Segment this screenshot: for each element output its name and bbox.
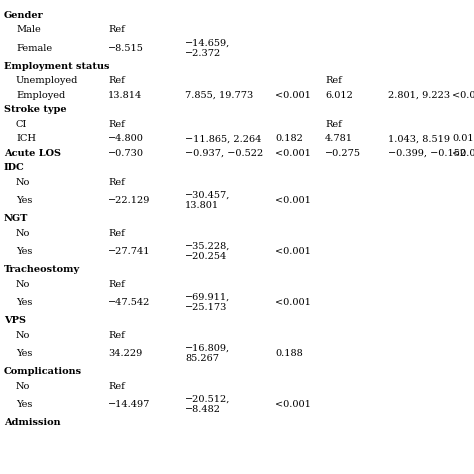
Text: <0.001: <0.001 bbox=[275, 149, 311, 158]
Text: Ref: Ref bbox=[108, 25, 125, 34]
Text: Ref: Ref bbox=[108, 331, 125, 340]
Text: 6.012: 6.012 bbox=[325, 91, 353, 100]
Text: −4.800: −4.800 bbox=[108, 134, 144, 143]
Text: Unemployed: Unemployed bbox=[16, 76, 78, 85]
Text: −0.275: −0.275 bbox=[325, 149, 361, 158]
Text: Gender: Gender bbox=[4, 11, 44, 20]
Text: No: No bbox=[16, 331, 30, 340]
Text: 1.043, 8.519: 1.043, 8.519 bbox=[388, 134, 450, 143]
Text: Ref: Ref bbox=[325, 120, 342, 129]
Text: <0.001: <0.001 bbox=[452, 91, 474, 100]
Text: Yes: Yes bbox=[16, 247, 32, 256]
Text: −16.809,
85.267: −16.809, 85.267 bbox=[185, 344, 230, 363]
Text: −69.911,
−25.173: −69.911, −25.173 bbox=[185, 293, 230, 312]
Text: <0.001: <0.001 bbox=[275, 196, 311, 205]
Text: Admission: Admission bbox=[4, 418, 61, 427]
Text: <0.001: <0.001 bbox=[452, 149, 474, 158]
Text: −0.730: −0.730 bbox=[108, 149, 144, 158]
Text: Yes: Yes bbox=[16, 196, 32, 205]
Text: Female: Female bbox=[16, 44, 52, 53]
Text: Yes: Yes bbox=[16, 400, 32, 409]
Text: <0.001: <0.001 bbox=[275, 400, 311, 409]
Text: Acute LOS: Acute LOS bbox=[4, 149, 61, 158]
Text: VPS: VPS bbox=[4, 316, 26, 325]
Text: Ref: Ref bbox=[108, 178, 125, 187]
Text: Stroke type: Stroke type bbox=[4, 105, 67, 114]
Text: 0.188: 0.188 bbox=[275, 349, 303, 358]
Text: Ref: Ref bbox=[108, 120, 125, 129]
Text: Yes: Yes bbox=[16, 349, 32, 358]
Text: Employment status: Employment status bbox=[4, 62, 109, 71]
Text: No: No bbox=[16, 280, 30, 289]
Text: ICH: ICH bbox=[16, 134, 36, 143]
Text: No: No bbox=[16, 178, 30, 187]
Text: <0.001: <0.001 bbox=[275, 298, 311, 307]
Text: Ref: Ref bbox=[325, 76, 342, 85]
Text: 0.182: 0.182 bbox=[275, 134, 303, 143]
Text: −47.542: −47.542 bbox=[108, 298, 150, 307]
Text: Ref: Ref bbox=[108, 382, 125, 391]
Text: Tracheostomy: Tracheostomy bbox=[4, 265, 80, 274]
Text: Employed: Employed bbox=[16, 91, 65, 100]
Text: −11.865, 2.264: −11.865, 2.264 bbox=[185, 134, 261, 143]
Text: CI: CI bbox=[16, 120, 27, 129]
Text: No: No bbox=[16, 382, 30, 391]
Text: 0.012: 0.012 bbox=[452, 134, 474, 143]
Text: <0.001: <0.001 bbox=[275, 91, 311, 100]
Text: <0.001: <0.001 bbox=[275, 247, 311, 256]
Text: −0.937, −0.522: −0.937, −0.522 bbox=[185, 149, 263, 158]
Text: −35.228,
−20.254: −35.228, −20.254 bbox=[185, 242, 230, 261]
Text: −14.497: −14.497 bbox=[108, 400, 150, 409]
Text: Ref: Ref bbox=[108, 229, 125, 238]
Text: Complications: Complications bbox=[4, 367, 82, 376]
Text: −20.512,
−8.482: −20.512, −8.482 bbox=[185, 395, 230, 414]
Text: −0.399, −0.152: −0.399, −0.152 bbox=[388, 149, 466, 158]
Text: −27.741: −27.741 bbox=[108, 247, 151, 256]
Text: −30.457,
13.801: −30.457, 13.801 bbox=[185, 191, 230, 210]
Text: −22.129: −22.129 bbox=[108, 196, 150, 205]
Text: Ref: Ref bbox=[108, 280, 125, 289]
Text: −14.659,
−2.372: −14.659, −2.372 bbox=[185, 38, 230, 58]
Text: Yes: Yes bbox=[16, 298, 32, 307]
Text: 34.229: 34.229 bbox=[108, 349, 142, 358]
Text: 2.801, 9.223: 2.801, 9.223 bbox=[388, 91, 450, 100]
Text: Ref: Ref bbox=[108, 76, 125, 85]
Text: IDC: IDC bbox=[4, 163, 25, 172]
Text: 7.855, 19.773: 7.855, 19.773 bbox=[185, 91, 253, 100]
Text: No: No bbox=[16, 229, 30, 238]
Text: 13.814: 13.814 bbox=[108, 91, 142, 100]
Text: NGT: NGT bbox=[4, 214, 28, 223]
Text: −8.515: −8.515 bbox=[108, 44, 144, 53]
Text: Male: Male bbox=[16, 25, 41, 34]
Text: 4.781: 4.781 bbox=[325, 134, 353, 143]
